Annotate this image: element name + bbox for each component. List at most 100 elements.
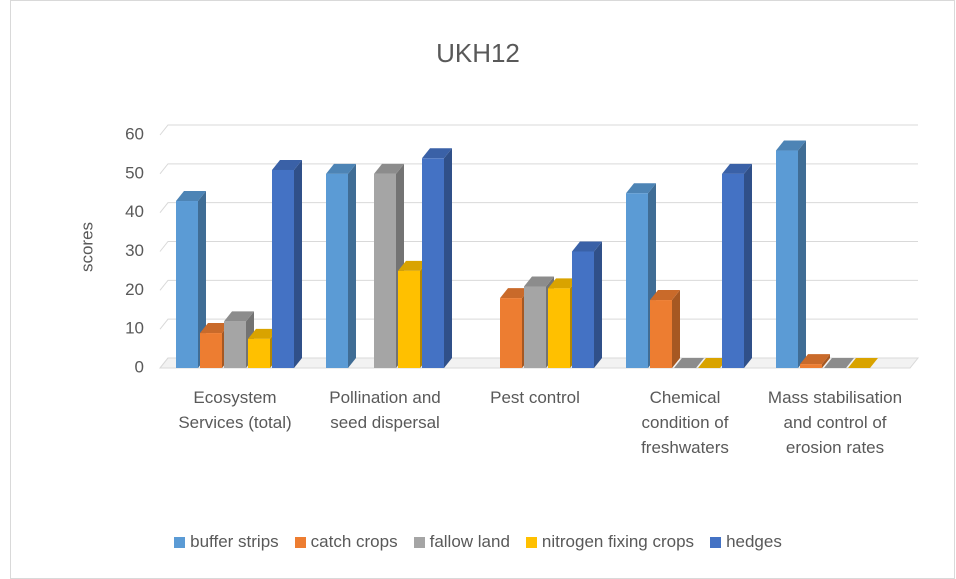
legend-label: buffer strips (190, 532, 279, 551)
grid-line (159, 241, 918, 252)
bar-front (176, 201, 198, 368)
bar-front (422, 158, 444, 368)
bar-side (294, 159, 302, 368)
bar-top (824, 358, 854, 368)
bar-top (698, 358, 728, 368)
bar-side (348, 163, 356, 368)
y-axis-label: scores (77, 222, 96, 272)
bar-top (524, 276, 554, 287)
bar-top (548, 278, 578, 289)
bar-top (674, 358, 704, 368)
bar-front (776, 150, 798, 368)
y-tick-label: 40 (125, 202, 144, 221)
bar (776, 140, 806, 368)
bar-top (374, 163, 404, 174)
bar (572, 241, 602, 368)
bar (176, 191, 206, 368)
grid-line (159, 202, 918, 213)
bar (848, 358, 878, 368)
bar-front (800, 364, 822, 368)
bar-top (800, 354, 830, 365)
x-tick-label: Chemical condition of freshwaters (641, 388, 729, 457)
bar-side (594, 241, 602, 368)
legend: buffer strips catch crops fallow land nitro… (0, 532, 956, 552)
legend-label: fallow land (429, 532, 510, 551)
y-tick-label: 60 (125, 124, 144, 143)
bar-top (572, 241, 602, 252)
bar (722, 163, 752, 368)
bar-side (672, 290, 680, 368)
bar-front (500, 298, 522, 368)
bar-front (626, 193, 648, 368)
bar-side (744, 163, 752, 368)
bar (800, 354, 830, 368)
legend-item: hedges (710, 532, 782, 552)
bar-top (722, 163, 752, 174)
bar-front (374, 173, 396, 368)
legend-swatch (294, 536, 306, 548)
bar (698, 358, 728, 368)
legend-label: nitrogen fixing crops (541, 532, 695, 551)
legend-label: catch crops (310, 532, 398, 551)
bar-top (650, 290, 680, 301)
legend-swatch (174, 536, 186, 548)
bar-top (776, 140, 806, 151)
grid-line (159, 163, 918, 175)
bar-front (224, 321, 246, 368)
bar-side (798, 140, 806, 368)
x-tick-label: Pollination and seed dispersal (329, 388, 441, 432)
x-tick-label: Mass stabilisation and control of erosio… (767, 388, 903, 457)
bar-top (422, 148, 452, 159)
grid-line (159, 124, 918, 136)
legend-item: fallow land (413, 532, 510, 552)
bar-top (176, 191, 206, 202)
legend-swatch (525, 536, 537, 548)
y-tick-label: 30 (125, 241, 144, 260)
bar-side (198, 191, 206, 368)
grid-line (159, 279, 918, 291)
legend-swatch (710, 536, 722, 548)
legend-item: nitrogen fixing crops (525, 532, 695, 552)
y-tick-label: 50 (125, 163, 144, 182)
bar-side (822, 354, 830, 368)
bar-front (398, 270, 420, 368)
bar-front (650, 300, 672, 368)
bar-front (326, 173, 348, 368)
bar (824, 358, 854, 368)
bar-top (224, 311, 254, 322)
bar-top (248, 328, 278, 339)
bar-front (548, 288, 570, 368)
bar (650, 290, 680, 368)
legend-label: hedges (726, 532, 782, 551)
bar-front (200, 333, 222, 368)
legend-item: buffer strips (174, 532, 279, 552)
bar-front (572, 251, 594, 368)
y-tick-label: 20 (125, 280, 144, 299)
bar-front (272, 169, 294, 368)
legend-swatch (413, 536, 425, 548)
bar-side (444, 148, 452, 368)
legend-item: catch crops (294, 532, 398, 552)
bar (674, 358, 704, 368)
bar-front (524, 286, 546, 368)
bar (326, 163, 356, 368)
bar-front (248, 338, 270, 368)
bar-front (722, 173, 744, 368)
bar-top (326, 163, 356, 174)
y-tick-label: 10 (125, 319, 144, 338)
x-tick-label: Ecosystem Services (total) (178, 388, 292, 432)
x-tick-label: Pest control (490, 388, 580, 407)
bar-top (848, 358, 878, 368)
bar (422, 148, 452, 368)
chart-border (10, 0, 955, 579)
y-tick-label: 0 (135, 357, 144, 376)
bar-top (272, 159, 302, 170)
bar-top (626, 183, 656, 194)
bar-top (200, 323, 230, 334)
chart-title: UKH12 (436, 38, 520, 68)
bar-top (500, 288, 530, 299)
bar-top (398, 260, 428, 271)
bar (272, 159, 302, 368)
